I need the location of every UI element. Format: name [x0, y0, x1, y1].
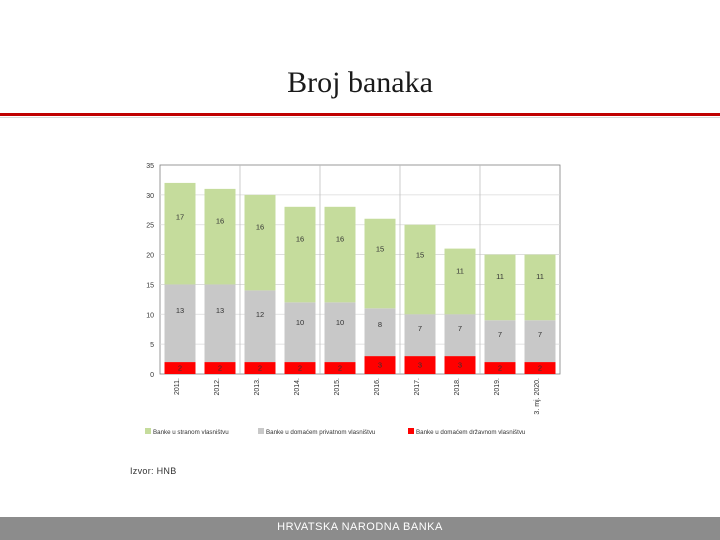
y-tick-label: 30: [146, 193, 154, 200]
data-label: 2: [258, 364, 262, 373]
data-label: 7: [418, 324, 422, 333]
data-label: 7: [538, 330, 542, 339]
x-tick-label: 2019.: [494, 378, 501, 396]
bar-segment-domestic-private: [204, 284, 236, 363]
x-tick-label: 2016.: [374, 378, 381, 396]
data-label: 16: [216, 216, 224, 225]
y-tick-label: 5: [150, 342, 154, 349]
data-label: 16: [296, 234, 304, 243]
x-tick-label: 2015.: [334, 378, 341, 396]
data-label: 2: [338, 364, 342, 373]
bar-segment-foreign: [484, 254, 516, 321]
stacked-bar-chart: 0 5 10 15 20 25 30 35 2 13 17 2011. 2 13 16 2012. 2 12 16 2…: [145, 163, 561, 436]
y-tick-label: 10: [146, 312, 154, 319]
legend-item-domestic-private-label: Banke u domaćem privatnom vlasništvu: [266, 429, 376, 436]
chart-container: 0 5 10 15 20 25 30 35 2 13 17 2011. 2 13 16 2012. 2 12 16 2…: [125, 152, 570, 444]
bar-segment-domestic-private: [484, 320, 516, 363]
bar-segment-foreign: [364, 218, 396, 309]
y-tick-label: 35: [146, 163, 154, 170]
data-label: 3: [418, 361, 422, 370]
x-tick-label: 2013.: [254, 378, 261, 396]
bar-segment-domestic-private: [324, 302, 356, 363]
bar-segment-domestic-state: [484, 362, 516, 374]
bar-segment-foreign: [324, 206, 356, 303]
y-tick-label: 25: [146, 223, 154, 230]
slide-title: Broj banaka: [287, 66, 433, 99]
data-label: 15: [376, 244, 384, 253]
legend-item-foreign-swatch: [145, 428, 151, 434]
data-label: 2: [498, 364, 502, 373]
bar-segment-foreign: [284, 206, 316, 303]
x-tick-label: 2014.: [294, 378, 301, 396]
data-label: 16: [256, 222, 264, 231]
bar-segment-domestic-state: [364, 356, 396, 374]
data-label: 15: [416, 250, 424, 259]
legend-item-domestic-state-label: Banke u domaćem državnom vlasništvu: [416, 429, 526, 436]
bar-segment-domestic-state: [524, 362, 556, 374]
bar-segment-domestic-state: [244, 362, 276, 374]
data-label: 3: [378, 361, 382, 370]
title-divider-shadow: [0, 117, 720, 118]
data-label: 2: [298, 364, 302, 373]
bar-segment-domestic-state: [164, 362, 196, 374]
bar-segment-domestic-state: [404, 356, 436, 374]
bar-segment-foreign: [524, 254, 556, 321]
data-label: 2: [178, 364, 182, 373]
y-tick-label: 15: [146, 282, 154, 289]
bar-segment-foreign: [444, 248, 476, 315]
bar-segment-foreign: [164, 182, 196, 285]
data-label: 11: [496, 272, 504, 281]
data-label: 3: [458, 361, 462, 370]
bar-segment-domestic-state: [204, 362, 236, 374]
legend-item-foreign-label: Banke u stranom vlasništvu: [153, 429, 229, 436]
bar-segment-domestic-private: [524, 320, 556, 363]
x-tick-label: 2018.: [454, 378, 461, 396]
x-tick-label: 2017.: [414, 378, 421, 396]
data-label: 2: [218, 364, 222, 373]
legend-item-domestic-state-swatch: [408, 428, 414, 434]
x-tick-label: 2011.: [174, 378, 181, 395]
data-label: 11: [456, 266, 464, 275]
legend-item-domestic-private-swatch: [258, 428, 264, 434]
data-label: 13: [176, 306, 184, 315]
bar-segment-domestic-private: [444, 314, 476, 357]
source-note: Izvor: HNB: [130, 466, 177, 476]
x-tick-label: 2012.: [214, 378, 221, 396]
data-label: 12: [256, 310, 264, 319]
title-divider: [0, 113, 720, 116]
y-tick-label: 20: [146, 253, 154, 260]
x-tick-label: 3. mj. 2020.: [534, 378, 541, 415]
data-label: 16: [336, 234, 344, 243]
data-label: 10: [336, 318, 344, 327]
bar-segment-domestic-private: [404, 314, 436, 357]
bar-segment-domestic-state: [444, 356, 476, 374]
bar-segment-domestic-private: [364, 308, 396, 357]
bar-segment-foreign: [204, 188, 236, 285]
y-tick-label: 0: [150, 372, 154, 379]
data-label: 2: [538, 364, 542, 373]
bar-segment-foreign: [244, 194, 276, 291]
data-label: 17: [176, 212, 184, 221]
data-label: 8: [378, 320, 382, 329]
bar-segment-foreign: [404, 224, 436, 315]
bar-segment-domestic-private: [244, 290, 276, 363]
data-label: 13: [216, 306, 224, 315]
bar-segment-domestic-private: [164, 284, 196, 363]
bar-segment-domestic-state: [284, 362, 316, 374]
data-label: 7: [498, 330, 502, 339]
data-label: 7: [458, 324, 462, 333]
footer-bar: HRVATSKA NARODNA BANKA: [0, 517, 720, 540]
plot-frame: [159, 164, 561, 375]
footer-text: HRVATSKA NARODNA BANKA: [277, 521, 443, 533]
data-label: 11: [536, 272, 544, 281]
bar-segment-domestic-private: [284, 302, 316, 363]
bar-segment-domestic-state: [324, 362, 356, 374]
data-label: 10: [296, 318, 304, 327]
